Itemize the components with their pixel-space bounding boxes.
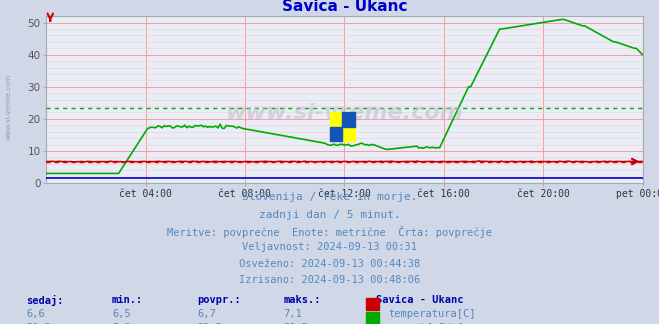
Bar <box>330 112 355 141</box>
Text: 50,5: 50,5 <box>283 323 308 324</box>
Text: 23,3: 23,3 <box>198 323 223 324</box>
Text: zadnji dan / 5 minut.: zadnji dan / 5 minut. <box>258 210 401 220</box>
Text: min.:: min.: <box>112 295 143 306</box>
Text: www.si-vreme.com: www.si-vreme.com <box>225 103 463 123</box>
Bar <box>366 298 379 310</box>
Text: Slovenija / reke in morje.: Slovenija / reke in morje. <box>242 192 417 202</box>
Text: Izrisano: 2024-09-13 00:48:06: Izrisano: 2024-09-13 00:48:06 <box>239 275 420 285</box>
Title: Savica - Ukanc: Savica - Ukanc <box>281 0 407 14</box>
Text: pretok[m3/s]: pretok[m3/s] <box>389 323 464 324</box>
Text: 3,0: 3,0 <box>112 323 130 324</box>
Text: 6,7: 6,7 <box>198 309 216 319</box>
Text: Osveženo: 2024-09-13 00:44:38: Osveženo: 2024-09-13 00:44:38 <box>239 259 420 269</box>
Text: Meritve: povprečne  Enote: metrične  Črta: povprečje: Meritve: povprečne Enote: metrične Črta:… <box>167 226 492 238</box>
Bar <box>330 127 342 141</box>
Text: sedaj:: sedaj: <box>26 295 64 307</box>
Text: maks.:: maks.: <box>283 295 321 306</box>
Text: 7,1: 7,1 <box>283 309 302 319</box>
Text: 6,5: 6,5 <box>112 309 130 319</box>
Text: www.si-vreme.com: www.si-vreme.com <box>5 74 11 140</box>
Text: Savica - Ukanc: Savica - Ukanc <box>376 295 463 306</box>
Text: temperatura[C]: temperatura[C] <box>389 309 476 319</box>
Text: povpr.:: povpr.: <box>198 295 241 306</box>
Text: 6,6: 6,6 <box>26 309 45 319</box>
Text: Veljavnost: 2024-09-13 00:31: Veljavnost: 2024-09-13 00:31 <box>242 242 417 252</box>
Text: 39,3: 39,3 <box>26 323 51 324</box>
Bar <box>342 112 355 127</box>
Bar <box>366 312 379 324</box>
